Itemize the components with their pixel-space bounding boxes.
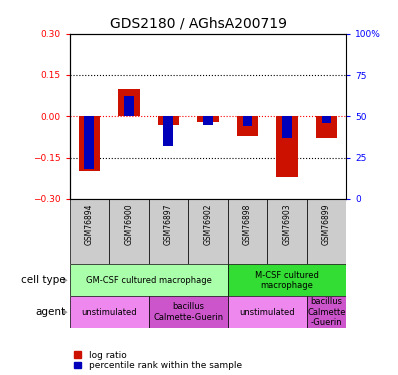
Bar bbox=[197, 116, 219, 122]
Legend: log ratio, percentile rank within the sample: log ratio, percentile rank within the sa… bbox=[74, 351, 242, 370]
Bar bbox=[118, 89, 140, 116]
Bar bbox=[322, 116, 332, 123]
Bar bbox=[276, 116, 298, 177]
Bar bbox=[282, 116, 292, 138]
Bar bbox=[242, 116, 252, 126]
Text: GM-CSF cultured macrophage: GM-CSF cultured macrophage bbox=[86, 276, 212, 285]
Text: bacillus
Calmette-Guerin: bacillus Calmette-Guerin bbox=[153, 303, 223, 322]
Text: GSM76897: GSM76897 bbox=[164, 203, 173, 245]
Text: GSM76903: GSM76903 bbox=[283, 203, 291, 245]
Text: GSM76900: GSM76900 bbox=[125, 203, 133, 245]
Bar bbox=[307, 199, 346, 264]
Text: bacillus
Calmette
-Guerin: bacillus Calmette -Guerin bbox=[307, 297, 346, 327]
Text: GSM76899: GSM76899 bbox=[322, 203, 331, 245]
Bar bbox=[228, 296, 307, 328]
Text: GSM76898: GSM76898 bbox=[243, 203, 252, 245]
Text: GSM76902: GSM76902 bbox=[203, 203, 213, 245]
Bar bbox=[149, 296, 228, 328]
Text: unstimulated: unstimulated bbox=[81, 308, 137, 316]
Text: M-CSF cultured
macrophage: M-CSF cultured macrophage bbox=[255, 271, 319, 290]
Bar bbox=[70, 264, 228, 296]
Bar bbox=[203, 116, 213, 124]
Bar bbox=[188, 199, 228, 264]
Bar bbox=[78, 116, 100, 171]
Text: GDS2180 / AGhsA200719: GDS2180 / AGhsA200719 bbox=[111, 17, 287, 31]
Text: cell type: cell type bbox=[21, 275, 66, 285]
Bar bbox=[236, 116, 258, 135]
Bar bbox=[70, 296, 149, 328]
Bar bbox=[164, 116, 174, 146]
Bar bbox=[84, 116, 94, 169]
Text: unstimulated: unstimulated bbox=[240, 308, 295, 316]
Bar bbox=[307, 296, 346, 328]
Bar bbox=[149, 199, 188, 264]
Bar bbox=[109, 199, 149, 264]
Bar bbox=[267, 199, 307, 264]
Bar bbox=[316, 116, 338, 138]
Bar bbox=[158, 116, 179, 124]
Bar bbox=[70, 199, 109, 264]
Bar bbox=[228, 264, 346, 296]
Bar bbox=[124, 96, 134, 116]
Bar bbox=[228, 199, 267, 264]
Text: agent: agent bbox=[35, 307, 66, 317]
Text: GSM76894: GSM76894 bbox=[85, 203, 94, 245]
